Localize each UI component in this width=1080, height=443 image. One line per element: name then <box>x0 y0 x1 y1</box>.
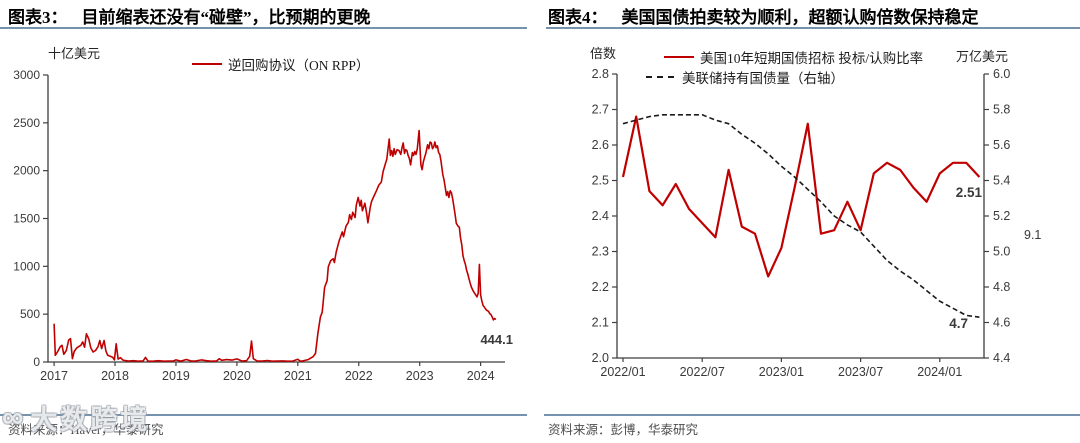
svg-text:2023/07: 2023/07 <box>838 365 883 379</box>
figure4-source-rule <box>544 414 1080 416</box>
svg-text:5.6: 5.6 <box>993 138 1010 152</box>
svg-text:2021: 2021 <box>284 369 312 383</box>
figure3-tag: 图表3： <box>8 8 68 27</box>
svg-text:1000: 1000 <box>13 259 40 273</box>
svg-text:5.4: 5.4 <box>993 174 1010 188</box>
svg-text:3000: 3000 <box>13 68 40 82</box>
figure4-legend-label-2: 美联储持有国债量（右轴） <box>682 71 844 86</box>
svg-text:2022/07: 2022/07 <box>680 365 725 379</box>
dashed-line-swatch-icon <box>646 76 676 78</box>
svg-text:2023/01: 2023/01 <box>759 365 804 379</box>
svg-text:2023: 2023 <box>406 369 434 383</box>
figure4-legend-label-1: 美国10年短期国债招标 投标/认购比率 <box>700 51 924 66</box>
svg-text:2.51: 2.51 <box>956 185 983 200</box>
svg-text:2020: 2020 <box>223 369 251 383</box>
svg-text:2017: 2017 <box>40 369 68 383</box>
figure4-chart: 2.0 2.1 2.2 2.3 2.4 2.5 2.6 2.7 2.8 4.4 4.6 4.8 5.0 5… <box>592 67 1042 379</box>
svg-text:2024: 2024 <box>467 369 495 383</box>
svg-text:5.0: 5.0 <box>993 245 1010 259</box>
svg-text:2.8: 2.8 <box>592 67 609 81</box>
figure4-legend-row2: 美联储持有国债量（右轴） <box>646 67 844 87</box>
svg-text:2.5: 2.5 <box>592 174 609 188</box>
svg-text:2018: 2018 <box>101 369 129 383</box>
figure4-title: 美国国债拍卖较为顺利，超额认购倍数保持稳定 <box>621 8 979 27</box>
figure4-tag: 图表4： <box>548 8 608 27</box>
svg-text:2019: 2019 <box>162 369 190 383</box>
figure4-left-unit-label: 倍数 <box>590 46 617 61</box>
solid-line-swatch-icon <box>192 63 222 65</box>
figure3-header: 图表3： 目前缩表还没有“碰壁”，比预期的更晚 <box>8 3 371 28</box>
svg-text:2.6: 2.6 <box>592 138 609 152</box>
svg-text:2.3: 2.3 <box>592 245 609 259</box>
figure3-chart: 0 500 1000 1500 2000 2500 3000 2017 2018 2019 2020… <box>13 68 513 383</box>
figure3-source-rule <box>0 414 527 416</box>
svg-text:2.0: 2.0 <box>592 351 609 365</box>
svg-text:444.1: 444.1 <box>480 332 513 347</box>
svg-text:5.2: 5.2 <box>993 209 1010 223</box>
svg-text:6.0: 6.0 <box>993 67 1010 81</box>
figure4-panel: 2.0 2.1 2.2 2.3 2.4 2.5 2.6 2.7 2.8 4.4 4.6 4.8 5.0 5… <box>540 0 1080 443</box>
svg-text:1500: 1500 <box>13 212 40 226</box>
svg-text:5.8: 5.8 <box>993 103 1010 117</box>
svg-text:4.4: 4.4 <box>993 351 1010 365</box>
svg-text:2022/01: 2022/01 <box>600 365 645 379</box>
svg-text:2.4: 2.4 <box>592 209 609 223</box>
figure4-header: 图表4： 美国国债拍卖较为顺利，超额认购倍数保持稳定 <box>548 3 979 28</box>
svg-text:2.7: 2.7 <box>592 103 609 117</box>
svg-text:4.7: 4.7 <box>949 316 968 331</box>
svg-text:500: 500 <box>20 307 40 321</box>
figure4-title-rule <box>546 27 1080 29</box>
figure3-legend: 逆回购协议（ON RPP） <box>192 54 369 74</box>
figure3-title-rule <box>0 27 527 29</box>
svg-text:4.8: 4.8 <box>993 280 1010 294</box>
svg-text:2500: 2500 <box>13 116 40 130</box>
figure3-legend-label: 逆回购协议（ON RPP） <box>228 58 370 73</box>
svg-text:2000: 2000 <box>13 164 40 178</box>
svg-text:0: 0 <box>33 355 40 369</box>
svg-text:2.1: 2.1 <box>592 316 609 330</box>
solid-line-swatch-icon <box>664 56 694 58</box>
figure3-title: 目前缩表还没有“碰壁”，比预期的更晚 <box>81 8 371 27</box>
svg-text:4.6: 4.6 <box>993 316 1010 330</box>
svg-text:2024/01: 2024/01 <box>917 365 962 379</box>
figure3-y-unit-label: 十亿美元 <box>48 46 101 61</box>
svg-text:2.2: 2.2 <box>592 280 609 294</box>
figure4-right-unit-label: 万亿美元 <box>956 49 1009 64</box>
figure4-source: 资料来源：彭博，华泰研究 <box>548 423 699 437</box>
figure3-source: 资料来源：Haver，华泰研究 <box>8 423 164 437</box>
svg-text:9.1: 9.1 <box>1024 228 1041 242</box>
figure3-panel: 0 500 1000 1500 2000 2500 3000 2017 2018 2019 2020… <box>0 3 527 437</box>
svg-text:2022: 2022 <box>345 369 373 383</box>
figure4-legend-row1: 美国10年短期国债招标 投标/认购比率 <box>664 47 923 67</box>
